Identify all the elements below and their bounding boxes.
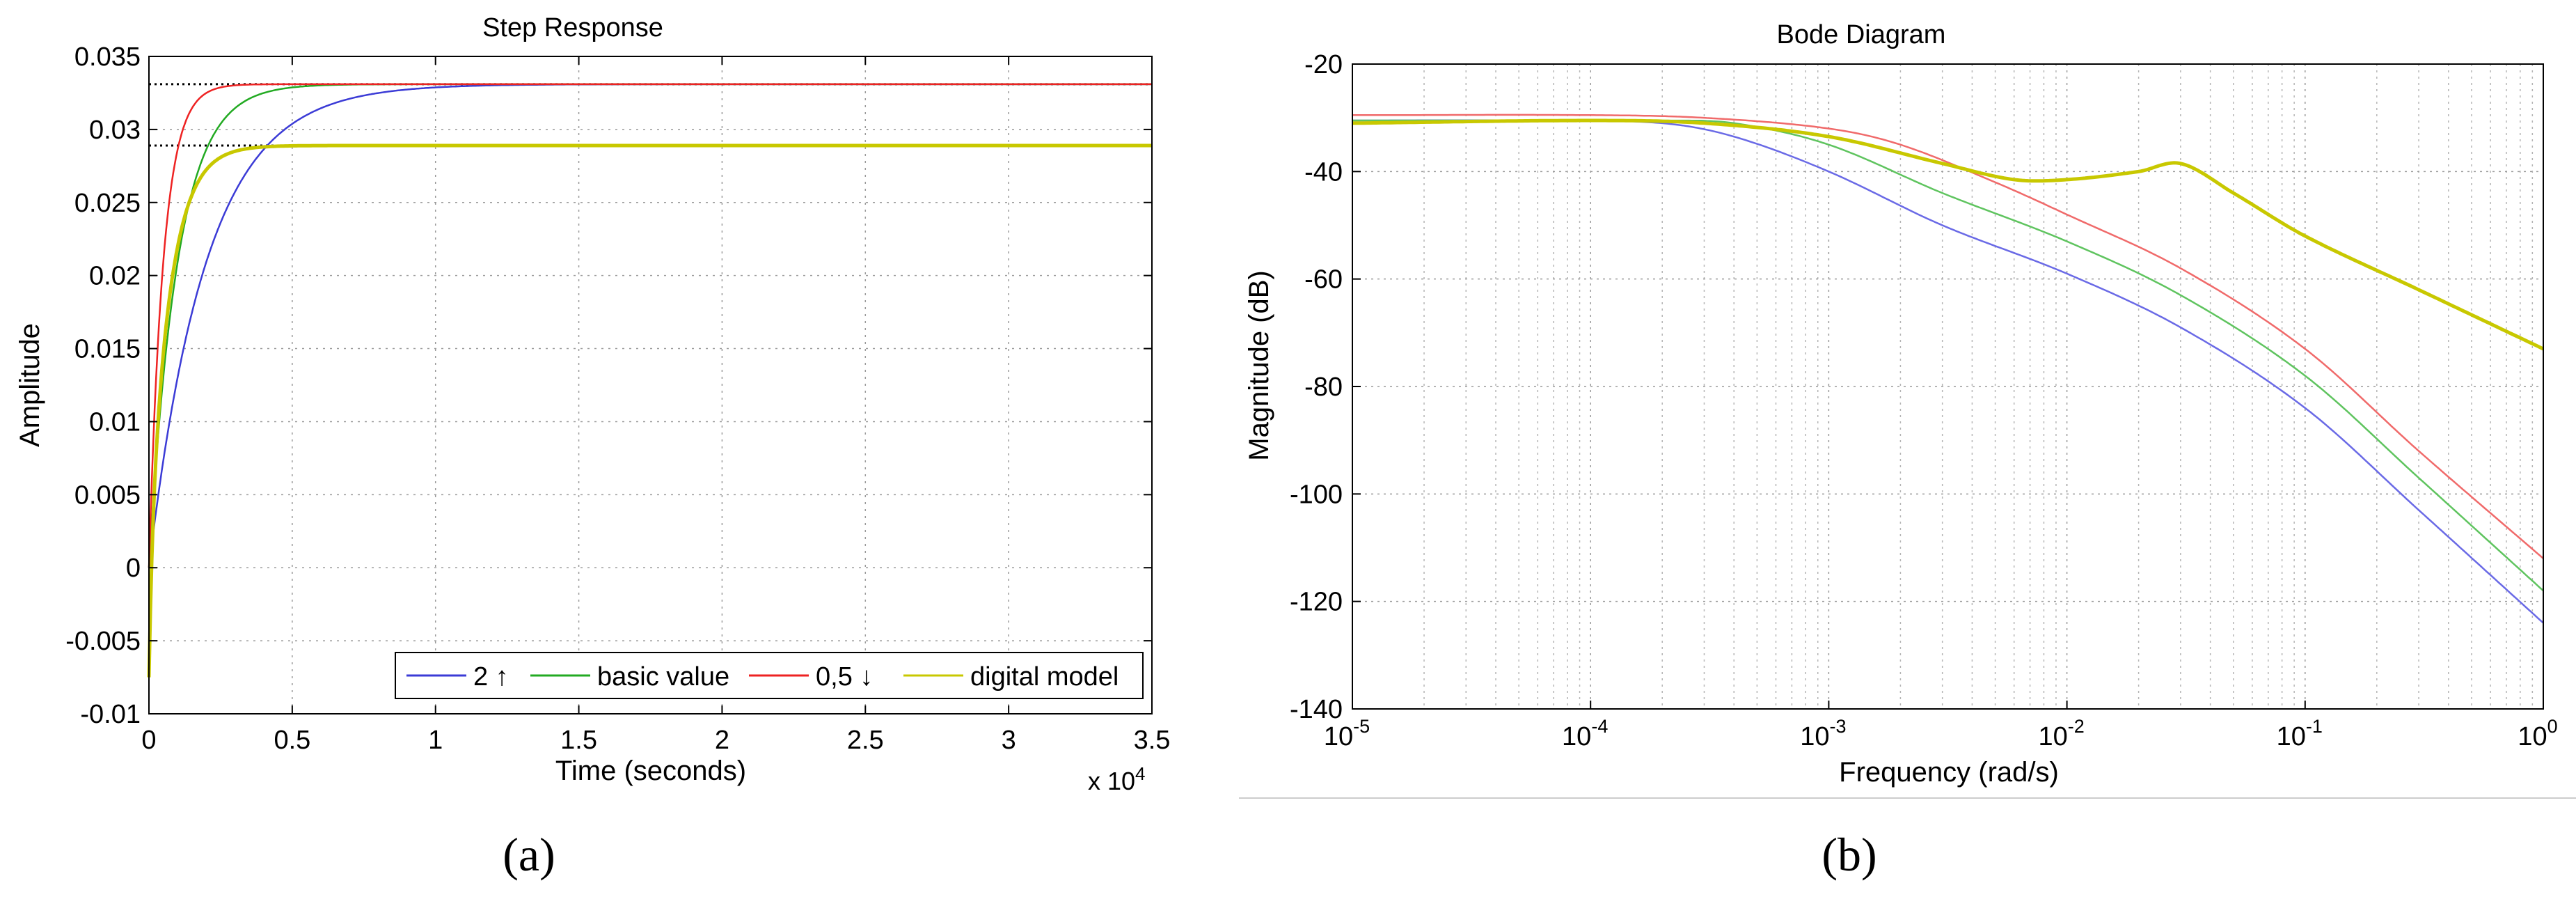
bode-x-ticks: 10-5 10-4 10-3 10-2 10-1 100 (1324, 701, 2558, 751)
step-response-panel: Step Response 0 0.5 1 1.5 2 2.5 3 3.5 -0.01-0.0… (15, 13, 1170, 881)
x-tick-label-base: 10 (2038, 722, 2067, 751)
step-response-plot-frame (148, 56, 1153, 714)
y-tick-label: -0.01 (80, 700, 141, 729)
y-tick-label: 0.035 (74, 42, 141, 72)
x-tick-label: 10-5 (1324, 716, 1370, 751)
x-tick-label: 0 (141, 726, 156, 755)
x-tick-label: 3.5 (1134, 726, 1171, 755)
bode-diagram-panel: Bode Diagram 10-5 10-4 10-3 10-2 10-1 100 -20… (1239, 20, 2576, 881)
y-tick-label: -120 (1290, 588, 1343, 617)
x-tick-label-exponent: 0 (2547, 716, 2558, 737)
bode-y-label: Magnitude (dB) (1244, 270, 1274, 460)
step-response-legend: 2 ↑ basic value 0,5 ↓ digital model (395, 652, 1144, 699)
bode-y-ticks: -20 -40 -60 -80 -100 -120 -140 (1290, 50, 1361, 724)
y-tick-label: -60 (1304, 265, 1343, 295)
x-tick-label-exponent: -5 (1353, 716, 1370, 737)
y-tick-label: 0.015 (74, 335, 141, 364)
x-tick-label-base: 10 (2518, 722, 2547, 751)
bode-grid (1352, 64, 2543, 709)
x-tick-label-base: 10 (1800, 722, 1829, 751)
legend-label-series-2: 0,5 ↓ (816, 662, 873, 692)
legend-label-series-3: digital model (970, 662, 1119, 692)
bode-title: Bode Diagram (1777, 20, 1946, 49)
y-tick-label: -100 (1290, 480, 1343, 509)
x-tick-label: 0.5 (274, 726, 310, 755)
step-response-title: Step Response (482, 13, 663, 42)
y-tick-label: -40 (1304, 157, 1343, 187)
bode-lines (1352, 114, 2545, 624)
x-multiplier-base: x 10 (1088, 767, 1135, 795)
step-series-line-3 (147, 143, 1152, 678)
y-tick-label: 0.02 (89, 262, 141, 291)
x-tick-label: 10-2 (2038, 716, 2084, 751)
step-series-line-2 (148, 83, 1152, 568)
x-tick-label: 10-1 (2277, 716, 2323, 751)
bode-series-line-2 (1352, 114, 2544, 559)
step-response-y-ticks: -0.01 -0.005 0 0.005 0.01 0.015 0.02 0.025 0.03 0… (65, 42, 1152, 729)
step-response-grid (149, 56, 1152, 714)
bode-x-label: Frequency (rad/s) (1839, 757, 2059, 788)
x-tick-label: 1 (428, 726, 443, 755)
x-tick-label-base: 10 (1562, 722, 1591, 751)
legend-label-series-1: basic value (597, 662, 729, 692)
step-response-x-label: Time (seconds) (555, 756, 746, 786)
x-tick-label: 10-4 (1562, 716, 1608, 751)
x-multiplier-exponent: 4 (1135, 763, 1145, 784)
x-tick-label-base: 10 (2277, 722, 2306, 751)
y-tick-label: -80 (1304, 373, 1343, 402)
step-response-lines (147, 83, 1152, 678)
y-tick-label: -0.005 (65, 627, 141, 656)
x-tick-label: 100 (2518, 716, 2557, 751)
x-tick-label: 2.5 (847, 726, 884, 755)
legend-label-series-0: 2 ↑ (473, 662, 509, 692)
x-tick-label: 10-3 (1800, 716, 1846, 751)
x-tick-label-exponent: -1 (2306, 716, 2323, 737)
caption-b: (b) (1822, 828, 1876, 881)
step-response-y-label: Amplitude (15, 323, 45, 447)
caption-a: (a) (503, 828, 555, 881)
y-tick-label: -20 (1304, 50, 1343, 79)
x-tick-label: 3 (1002, 726, 1016, 755)
step-response-plot-area (149, 56, 1152, 714)
y-tick-label: 0.025 (74, 189, 141, 218)
x-tick-label-base: 10 (1324, 722, 1353, 751)
x-tick-label: 1.5 (560, 726, 597, 755)
x-tick-label-exponent: -3 (1830, 716, 1847, 737)
x-tick-label-exponent: -4 (1591, 716, 1608, 737)
x-tick-label: 2 (715, 726, 729, 755)
y-tick-label: -140 (1290, 695, 1343, 724)
bode-series-line-3 (1352, 118, 2545, 351)
y-tick-label: 0.01 (89, 407, 141, 437)
x-tick-label-exponent: -2 (2068, 716, 2085, 737)
y-tick-label: 0 (126, 554, 141, 583)
y-tick-label: 0.005 (74, 481, 141, 510)
step-response-x-ticks: 0 0.5 1 1.5 2 2.5 3 3.5 (141, 56, 1170, 755)
step-response-x-multiplier: x 104 (1088, 763, 1146, 795)
y-tick-label: 0.03 (89, 116, 141, 145)
